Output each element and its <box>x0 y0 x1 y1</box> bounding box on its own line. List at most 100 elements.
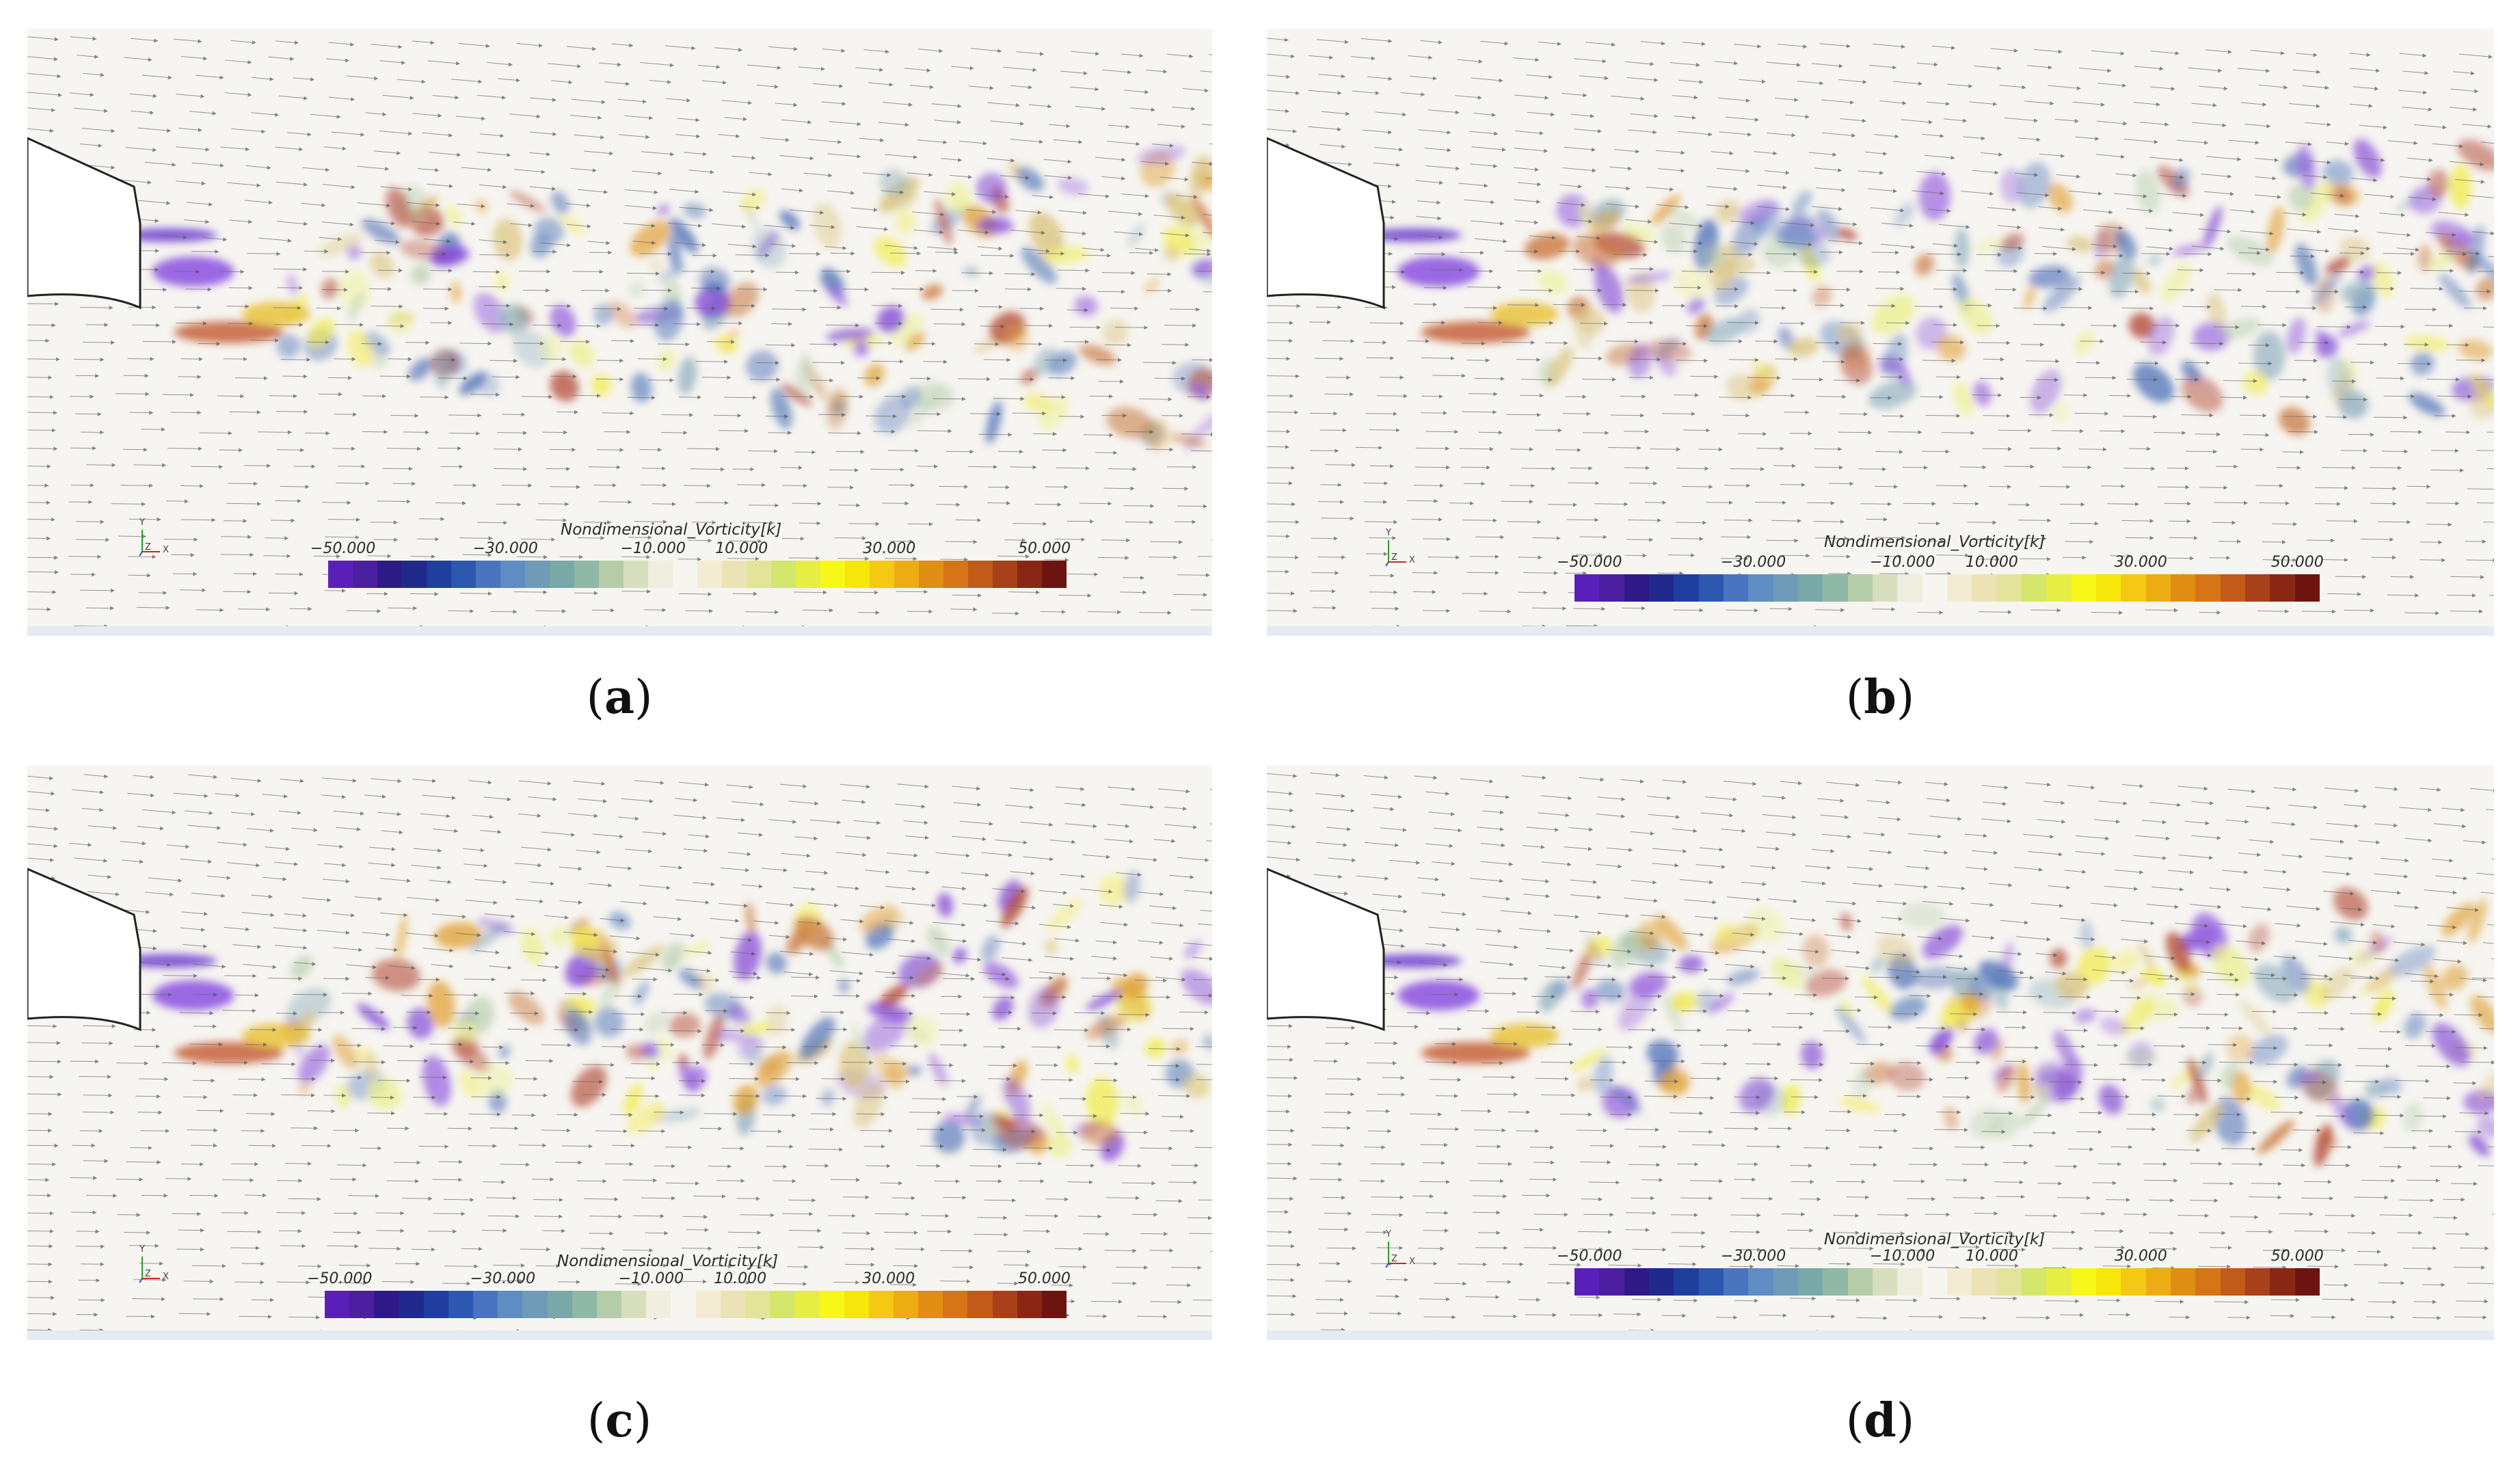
streamline-arrow <box>1104 1248 1137 1253</box>
streamline-arrow <box>274 861 299 866</box>
vorticity-blob <box>976 172 1007 204</box>
streamline-arrow <box>840 783 871 789</box>
axis-label-x: X <box>163 1272 169 1282</box>
streamline-arrow <box>461 167 492 172</box>
vorticity-blob <box>571 1066 607 1108</box>
streamline-arrow <box>2390 429 2423 434</box>
streamline-arrow <box>2357 1249 2381 1254</box>
streamline-arrow <box>1177 857 1209 862</box>
streamline-arrow <box>1433 827 1462 833</box>
streamline-arrow <box>1814 465 1844 470</box>
streamline-arrow <box>175 94 205 98</box>
streamline-arrow <box>2412 1315 2441 1320</box>
streamline-arrow <box>1480 843 1505 848</box>
streamline-arrow <box>1325 463 1356 468</box>
streamline-arrow <box>1628 481 1658 486</box>
streamline-arrow <box>1738 431 1767 436</box>
streamline-arrow <box>2326 142 2349 146</box>
streamline-arrow <box>1545 948 1574 953</box>
streamline-arrow <box>176 146 210 152</box>
vorticity-blob <box>608 301 637 328</box>
streamline-arrow <box>1316 842 1348 847</box>
streamline-arrow <box>470 392 500 397</box>
streamline-arrow <box>1856 1316 1888 1321</box>
streamline-arrow <box>2004 464 2035 469</box>
streamline-arrow <box>2349 68 2381 73</box>
streamline-arrow <box>1698 447 1723 452</box>
streamline-arrow <box>1629 357 1661 362</box>
streamline-arrow <box>2465 539 2487 544</box>
streamline-arrow <box>641 151 675 157</box>
streamline-arrow <box>1733 44 1762 49</box>
colorbar-segment <box>2195 1268 2221 1296</box>
streamline-arrow <box>720 867 750 872</box>
streamline-arrow <box>957 229 989 234</box>
streamline-arrow <box>1466 358 1490 363</box>
streamline-arrow <box>1267 791 1293 796</box>
streamline-arrow <box>175 180 206 186</box>
streamline-arrow <box>382 466 413 471</box>
streamline-arrow <box>1421 892 1446 897</box>
streamline-arrow <box>1108 211 1143 216</box>
streamline-arrow <box>1207 377 1212 378</box>
streamline-arrow <box>1484 991 1517 996</box>
streamline-arrow <box>771 307 807 312</box>
streamline-arrow <box>729 1077 760 1082</box>
streamline-arrow <box>1624 61 1654 66</box>
streamline-arrow <box>572 269 604 274</box>
streamline-arrow <box>301 1144 332 1149</box>
streamline-arrow <box>1162 1026 1194 1031</box>
streamline-arrow <box>987 102 1020 107</box>
streamline-arrow <box>230 40 256 45</box>
streamline-arrow <box>2025 782 2051 787</box>
streamline-arrow <box>2376 232 2411 237</box>
streamline-arrow <box>239 1314 272 1319</box>
streamline-arrow <box>1959 465 1987 470</box>
streamline-arrow <box>1990 48 2018 53</box>
streamline-arrow <box>1482 896 1511 901</box>
streamline-arrow <box>1267 444 1289 449</box>
streamline-arrow <box>840 919 864 924</box>
streamline-arrow <box>1646 796 1672 801</box>
streamline-arrow <box>2204 191 2234 196</box>
streamline-arrow <box>1972 850 1998 855</box>
colorbar-segment <box>1847 574 1873 602</box>
streamline-arrow <box>1032 195 1054 200</box>
streamline-arrow <box>1482 810 1504 815</box>
streamline-arrow <box>1740 1196 1773 1201</box>
streamline-arrow <box>1767 132 1796 137</box>
streamline-arrow <box>1982 801 2007 806</box>
streamline-arrow <box>688 170 714 174</box>
colorbar-segment <box>673 561 697 588</box>
streamline-arrow <box>982 995 1015 1000</box>
streamline-arrow <box>377 1078 411 1083</box>
streamline-arrow <box>1929 816 1962 821</box>
streamline-arrow <box>357 165 390 171</box>
streamline-arrow <box>1934 1127 1968 1132</box>
streamline-arrow <box>1045 1197 1069 1202</box>
vorticity-blob <box>540 333 563 363</box>
vorticity-blob <box>1954 227 1970 269</box>
streamline-arrow <box>1579 75 1609 81</box>
streamline-arrow <box>1012 411 1047 416</box>
streamline-arrow <box>368 1246 401 1251</box>
colorbar-segment <box>624 561 648 588</box>
streamline-arrow <box>1130 107 1155 112</box>
streamline-arrow <box>1314 356 1344 361</box>
streamline-arrow <box>2306 538 2335 543</box>
streamline-arrow <box>2039 153 2065 158</box>
vorticity-blob <box>1959 297 1993 335</box>
colorbar-segment <box>2220 1268 2245 1296</box>
streamline-arrow <box>1440 911 1466 917</box>
streamline-arrow <box>809 1127 835 1132</box>
streamline-arrow <box>2181 413 2214 418</box>
vorticity-blob <box>1045 939 1058 955</box>
vorticity-blob <box>318 232 363 256</box>
streamline-arrow <box>2420 558 2446 563</box>
streamline-arrow <box>1110 306 1139 311</box>
streamline-arrow <box>75 1244 105 1249</box>
streamline-arrow <box>848 1045 871 1050</box>
vorticity-blob <box>2325 256 2351 275</box>
streamline-arrow <box>830 1177 861 1182</box>
